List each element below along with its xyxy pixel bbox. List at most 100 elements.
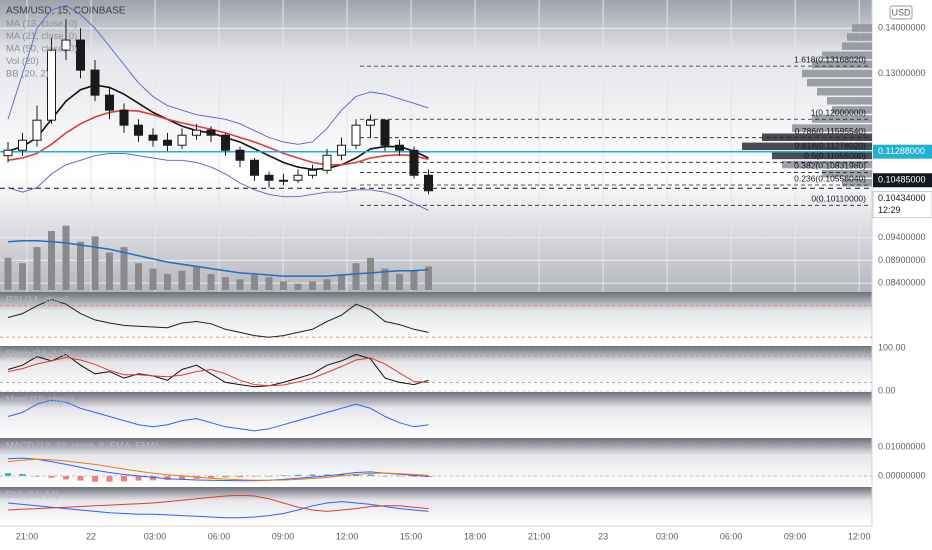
candle-body (395, 144, 404, 151)
indicator-pane (0, 292, 872, 346)
candle-body (337, 144, 346, 156)
price-label: 0.10434000 (878, 193, 926, 203)
volume-bar (425, 266, 432, 290)
y-tick-label: 0.09400000 (878, 232, 926, 242)
volume-ma (7, 239, 429, 277)
volume-profile-bar (847, 33, 872, 41)
time-label: 06:00 (720, 531, 743, 541)
volume-bar (77, 241, 84, 290)
fib-label: 0.5(0.11055000) (804, 151, 866, 161)
chart-title: ASM/USD, 15, COINBASE (6, 6, 126, 17)
volume-bar (396, 273, 403, 290)
macd-histogram-bar (222, 475, 229, 478)
volume-profile-bar (817, 87, 872, 96)
panel-label: Stoch (14, 1, 3) (6, 349, 71, 360)
legend-entry: MA (21, close, 0) (6, 31, 77, 42)
time-label: 03:00 (656, 531, 679, 541)
macd-histogram-bar (92, 475, 98, 482)
volume-bar (265, 277, 273, 290)
candle-body (76, 39, 85, 71)
legend-entry: MA (50, close, 0) (6, 44, 77, 55)
macd-histogram-bar (34, 475, 40, 477)
volume-bar (4, 257, 12, 290)
macd-histogram-bar (77, 475, 84, 481)
volume-profile-bar (822, 169, 872, 178)
y-tick-label: 0.08900000 (878, 255, 926, 265)
panel-label: MACD (12, 26, close, 9, EMA, EMA) (6, 441, 159, 452)
volume-bar (91, 236, 99, 290)
currency-button[interactable] (889, 5, 913, 20)
time-label: 12:00 (336, 531, 359, 541)
legend-entry: BB (20, 2) (6, 69, 49, 80)
volume-bar (19, 263, 26, 290)
volume-profile-bar (762, 133, 872, 141)
indicator-pane (0, 487, 872, 525)
price-label-time: 12:29 (878, 205, 901, 215)
macd-histogram-bar (208, 475, 214, 478)
volume-bar (33, 247, 41, 290)
candle-body (221, 134, 230, 151)
candle-body (424, 174, 433, 192)
candle-body (380, 119, 390, 146)
candle-body (134, 124, 143, 136)
candle-body (105, 94, 114, 111)
volume-bar (236, 279, 244, 290)
time-label: 23 (598, 531, 608, 541)
panel-tick-label: 0.00 (878, 385, 896, 395)
overlay-line (7, 152, 429, 211)
price-label-box (872, 191, 932, 219)
time-label: 18:00 (464, 531, 487, 541)
volume-profile-bar (852, 24, 872, 32)
panel-tick-label: 0.01000000 (878, 442, 926, 452)
price-label-box (873, 173, 932, 188)
candle-body (192, 129, 201, 136)
panel-label: RSI (14, close) (6, 295, 69, 306)
price-label-box (873, 144, 932, 159)
volume-profile-bar (807, 78, 872, 87)
candle-body (250, 159, 259, 176)
volume-bar (309, 281, 316, 290)
volume-profile-bar (842, 42, 872, 50)
indicator-pane (0, 392, 872, 438)
macd-histogram-bar (150, 475, 156, 481)
macd-histogram-bar (106, 475, 113, 482)
y-tick-label: 0.08400000 (878, 278, 926, 288)
volume-bar (149, 268, 157, 290)
volume-profile-bar (802, 69, 872, 78)
indicator-line (7, 356, 429, 387)
panel-label: Mom (10, close) (6, 395, 74, 406)
macd-histogram-bar (63, 475, 69, 480)
macd-histogram-bar (237, 475, 243, 478)
volume-bar (352, 263, 360, 290)
candle-body (163, 139, 172, 146)
macd-histogram-bar (121, 475, 127, 482)
fib-label: 0.786(0.11595540) (795, 126, 866, 136)
volume-bar (323, 279, 331, 290)
volume-bar (294, 283, 302, 290)
indicator-line (7, 399, 429, 432)
candle-body (119, 109, 129, 126)
candle-body (3, 149, 13, 157)
macd-histogram-bar (164, 475, 171, 480)
price-label: 0.11288000 (878, 146, 925, 156)
indicator-line (7, 501, 429, 519)
y-tick-label: 0.14000000 (878, 23, 926, 33)
fib-label: 0.236(0.10556040) (794, 173, 866, 183)
volume-bar (381, 268, 389, 290)
time-label: 15:00 (400, 531, 423, 541)
macd-histogram-bar (19, 473, 26, 476)
volume-bar (178, 270, 186, 290)
currency-label[interactable]: USD (891, 7, 911, 17)
panel-tick-label: 0.00000000 (878, 470, 926, 480)
indicator-line (7, 298, 429, 338)
time-label: 21:00 (16, 531, 39, 541)
time-label: 09:00 (272, 531, 295, 541)
volume-profile-bar (832, 106, 872, 114)
price-label: 0.10485000 (878, 175, 926, 185)
macd-histogram-bar (251, 475, 258, 477)
macd-histogram-bar (280, 475, 287, 476)
volume-profile-bar (742, 142, 872, 151)
fib-label: 1(0.12000000) (811, 108, 866, 118)
volume-bar (120, 247, 128, 290)
fib-label: 0.618(0.11278020) (795, 140, 866, 150)
